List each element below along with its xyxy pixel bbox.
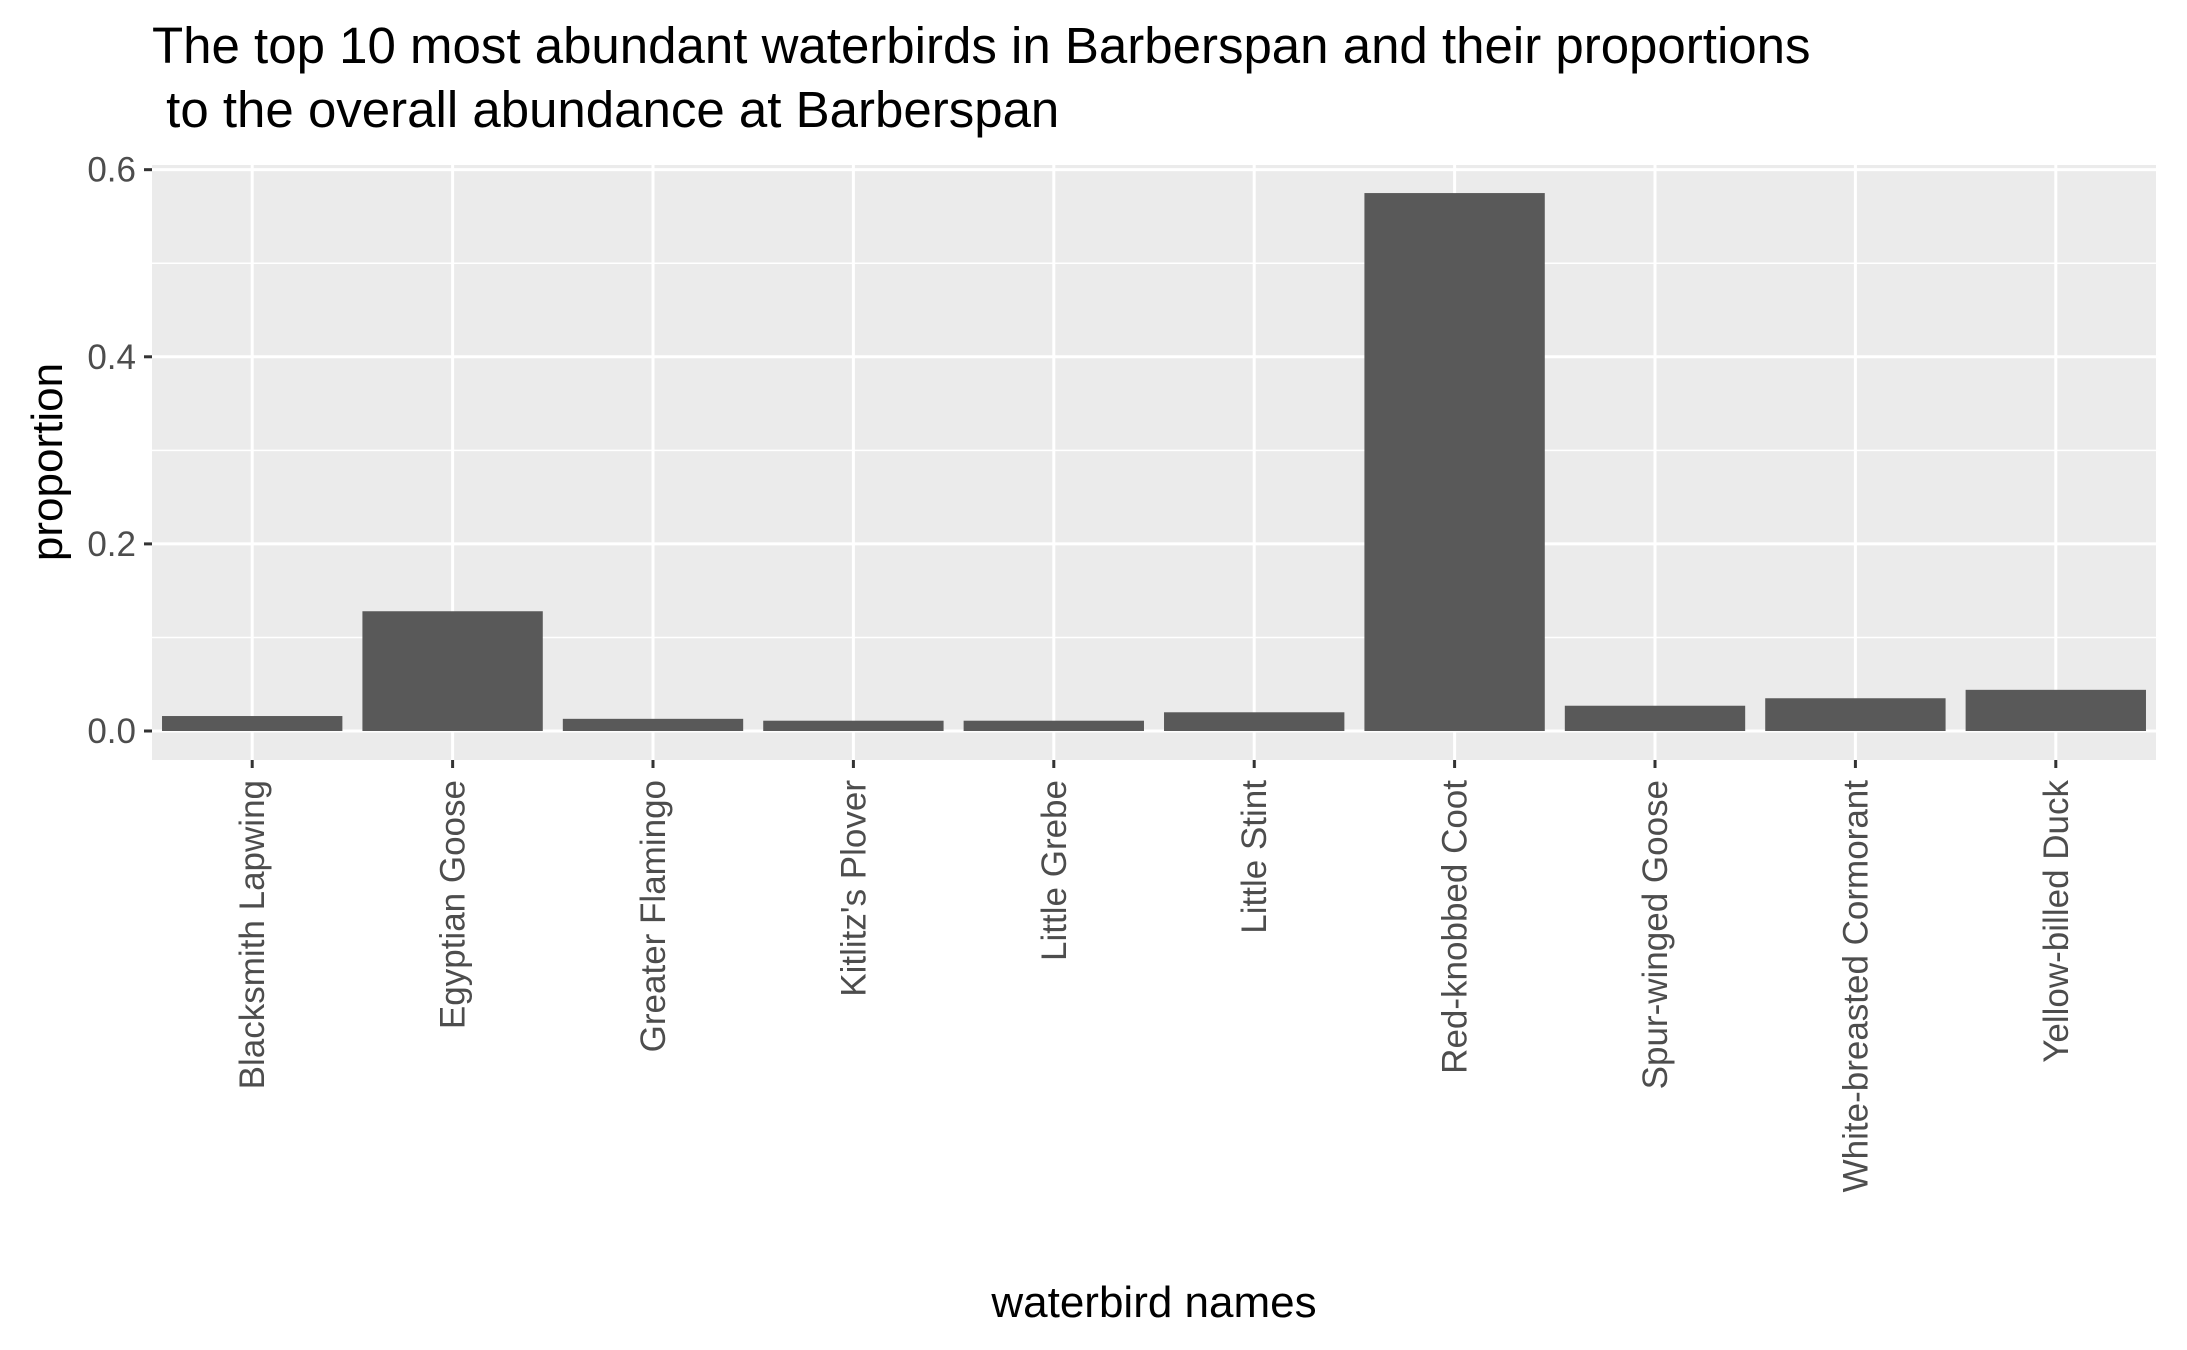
grid-lines (152, 165, 2156, 760)
bar (763, 720, 944, 731)
y-axis: 0.0 0.2 0.4 0.6 (87, 151, 152, 751)
bar (362, 611, 543, 731)
bar (1965, 689, 2146, 731)
x-axis-title: waterbird names (990, 1278, 1316, 1327)
y-tick-label: 0.0 (87, 712, 136, 751)
x-tick-label: Little Stint (1235, 780, 1274, 934)
x-tick-label: Blacksmith Lapwing (233, 780, 272, 1089)
y-tick-label: 0.2 (87, 525, 136, 564)
x-tick-label: White-breasted Cormorant (1836, 780, 1875, 1193)
chart-title-line-2: to the overall abundance at Barberspan (152, 81, 1059, 138)
bar (562, 718, 744, 731)
x-axis: Blacksmith Lapwing Egyptian Goose Greater … (233, 760, 2076, 1192)
y-tick-label: 0.6 (87, 151, 136, 190)
bar (1564, 705, 1746, 731)
chart-title-line-1: The top 10 most abundant waterbirds in B… (152, 17, 1811, 74)
y-axis-title: proportion (23, 363, 72, 561)
bar (963, 720, 1144, 731)
x-tick-label: Egyptian Goose (434, 780, 473, 1029)
bar (162, 716, 343, 731)
bar (1364, 193, 1545, 731)
x-tick-label: Red-knobbed Coot (1436, 780, 1475, 1074)
x-tick-label: Kitlitz's Plover (834, 780, 873, 997)
x-tick-label: Spur-winged Goose (1636, 780, 1675, 1089)
bars (162, 193, 2146, 731)
bar (1765, 698, 1946, 731)
x-tick-label: Little Grebe (1035, 780, 1074, 961)
bar (1164, 712, 1345, 731)
x-tick-label: Yellow-billed Duck (2037, 780, 2076, 1063)
x-tick-label: Greater Flamingo (634, 780, 673, 1052)
y-tick-label: 0.4 (87, 338, 136, 377)
